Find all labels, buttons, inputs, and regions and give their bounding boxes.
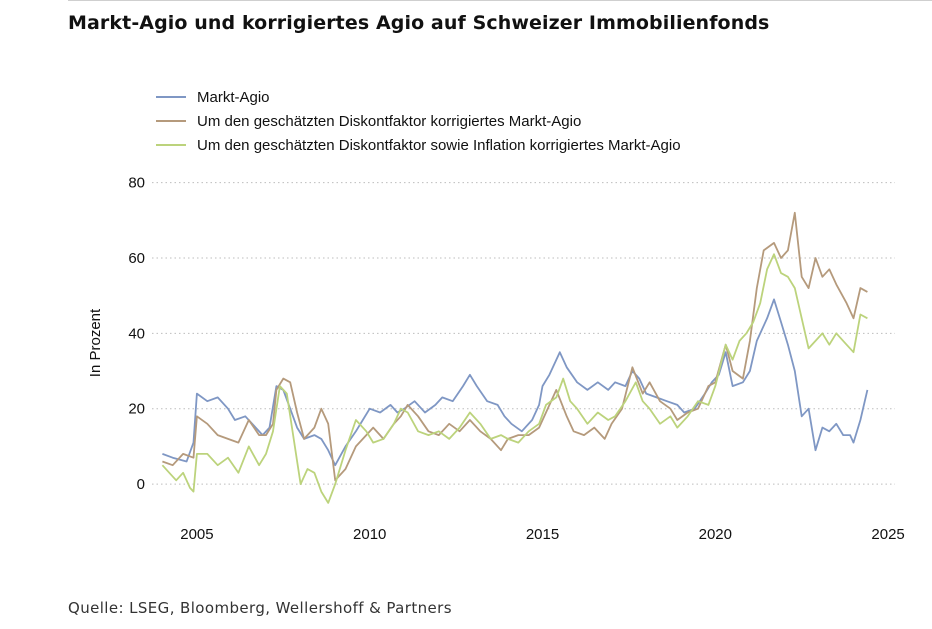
x-tick-label: 2005 <box>180 526 213 543</box>
y-tick-label: 40 <box>128 325 145 342</box>
y-tick-label: 20 <box>128 401 145 418</box>
y-tick-label: 60 <box>128 250 145 267</box>
series-line-1 <box>162 298 869 467</box>
chart-title: Markt-Agio und korrigiertes Agio auf Sch… <box>68 12 770 34</box>
y-tick-label: 0 <box>137 476 145 493</box>
y-axis-label: In Prozent <box>87 308 104 377</box>
y-axis-ticks: 0 20 40 60 80 <box>128 175 145 493</box>
top-divider <box>68 0 932 1</box>
series-lines <box>161 211 869 504</box>
x-tick-label: 2015 <box>526 526 559 543</box>
x-tick-label: 2010 <box>353 526 386 543</box>
legend-label: Um den geschätzten Diskontfaktor korrigi… <box>197 113 581 130</box>
series-line-3 <box>161 253 868 504</box>
line-chart: 0 20 40 60 80 2005 2010 2015 2020 2025 In Prozen… <box>87 89 905 543</box>
legend-label: Markt-Agio <box>197 89 270 106</box>
series-line-2 <box>162 211 868 482</box>
x-tick-label: 2020 <box>699 526 732 543</box>
x-axis-ticks: 2005 2010 2015 2020 2025 <box>180 526 905 543</box>
source-note: Quelle: LSEG, Bloomberg, Wellershoff & P… <box>68 599 452 617</box>
legend: Markt-Agio Um den geschätzten Diskontfakt… <box>156 89 681 154</box>
x-tick-label: 2025 <box>871 526 904 543</box>
legend-label: Um den geschätzten Diskontfaktor sowie I… <box>197 137 681 154</box>
y-tick-label: 80 <box>128 175 145 192</box>
